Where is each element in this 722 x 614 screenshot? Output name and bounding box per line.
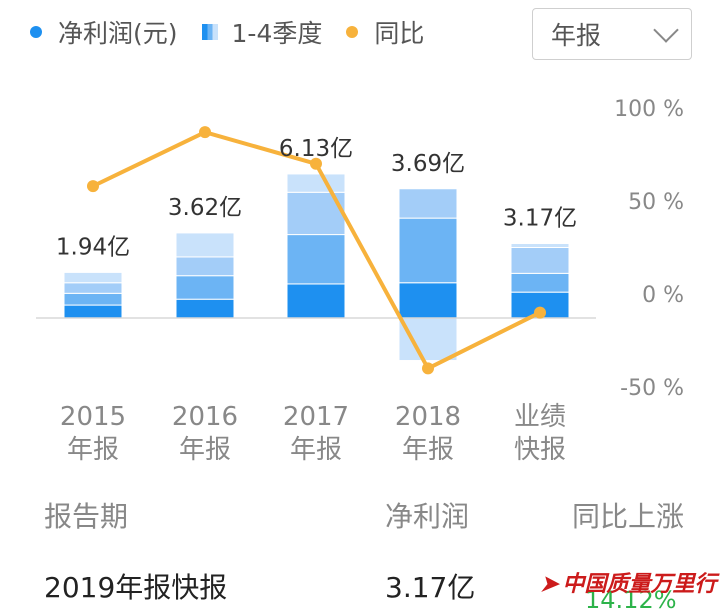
x-tick-label: 快报 bbox=[514, 435, 566, 465]
x-tick-label: 业绩 bbox=[514, 402, 566, 432]
bar-segment-q2[interactable] bbox=[398, 217, 458, 284]
bar-segment-q2[interactable] bbox=[286, 234, 346, 285]
x-tick-label: 2015 bbox=[60, 402, 126, 432]
period-select[interactable]: 年报 bbox=[532, 8, 692, 60]
yoy-point[interactable] bbox=[310, 157, 322, 170]
x-tick-label: 年报 bbox=[402, 435, 454, 465]
right-y-axis: 100 % 50 % 0 % -50 % bbox=[614, 97, 684, 401]
bar-segment-q1[interactable] bbox=[63, 304, 123, 319]
yoy-point[interactable] bbox=[199, 126, 211, 139]
bar-segment-q2[interactable] bbox=[175, 275, 235, 300]
legend-label-quarters: 1-4季度 bbox=[231, 19, 323, 48]
bar-segment-q4[interactable] bbox=[175, 232, 235, 258]
y-tick-label: 50 % bbox=[628, 190, 684, 215]
table-header-yoy: 同比上涨 bbox=[572, 500, 685, 533]
watermark-arrow-icon: ➤ bbox=[540, 571, 559, 597]
bar-segment-q2[interactable] bbox=[63, 292, 123, 306]
bar-segment-q4[interactable] bbox=[63, 271, 123, 284]
table-cell-net-profit: 3.17亿 bbox=[385, 571, 476, 604]
bar-segment-q3[interactable] bbox=[510, 247, 570, 274]
x-tick-label: 2018 bbox=[395, 402, 461, 432]
x-tick-label: 2017 bbox=[283, 402, 349, 432]
yoy-point[interactable] bbox=[422, 362, 434, 375]
x-tick-label: 年报 bbox=[290, 435, 342, 465]
bar-segment-q1[interactable] bbox=[175, 298, 235, 319]
x-tick-label: 年报 bbox=[67, 435, 119, 465]
x-tick-label: 2016 bbox=[172, 402, 238, 432]
legend-item-yoy[interactable]: 同比 bbox=[346, 14, 424, 50]
table-cell-period: 2019年报快报 bbox=[44, 571, 228, 604]
legend-label-net-profit: 净利润(元) bbox=[58, 19, 178, 48]
bar-segment-q4[interactable] bbox=[286, 173, 346, 193]
y-tick-label: -50 % bbox=[620, 376, 684, 401]
quarters-square-icon bbox=[201, 24, 218, 40]
watermark-logo: ➤ 中国质量万里行 bbox=[540, 566, 716, 598]
bar-value-label: 3.69亿 bbox=[391, 151, 465, 177]
chevron-down-icon bbox=[653, 17, 679, 43]
yoy-point[interactable] bbox=[534, 306, 546, 319]
y-tick-label: 0 % bbox=[642, 283, 684, 308]
bar-segment-q4[interactable] bbox=[398, 317, 458, 362]
bar-value-label: 6.13亿 bbox=[279, 136, 353, 162]
period-select-value: 年报 bbox=[551, 21, 602, 50]
bar-value-label: 1.94亿 bbox=[56, 234, 130, 260]
bar-segment-q1[interactable] bbox=[286, 283, 346, 319]
labels-layer: 1.94亿 3.62亿 6.13亿 3.69亿 3.17亿 bbox=[56, 136, 577, 260]
net-profit-dot-icon bbox=[30, 26, 42, 38]
legend-item-net-profit[interactable]: 净利润(元) bbox=[30, 14, 178, 50]
table-header-period: 报告期 bbox=[44, 500, 129, 533]
bar-segment-q1[interactable] bbox=[398, 282, 458, 319]
bar-value-label: 3.17亿 bbox=[503, 206, 577, 232]
legend-label-yoy: 同比 bbox=[374, 19, 425, 48]
legend-item-quarters[interactable]: 1-4季度 bbox=[201, 14, 323, 50]
profit-chart: 1.94亿 3.62亿 6.13亿 3.69亿 3.17亿 100 % 50 % 0 % -5… bbox=[36, 97, 684, 465]
bar-segment-q3[interactable] bbox=[63, 282, 123, 294]
table-cell-yoy: 14.12% bbox=[585, 586, 677, 614]
x-tick-label: 年报 bbox=[179, 435, 231, 465]
yoy-line-layer bbox=[87, 126, 546, 375]
yoy-dot-icon bbox=[346, 26, 359, 38]
bar-segment-q3[interactable] bbox=[398, 188, 458, 219]
watermark-text: 中国质量万里行 bbox=[562, 571, 717, 597]
bar-segment-q2[interactable] bbox=[510, 272, 570, 293]
bar-segment-q3[interactable] bbox=[175, 256, 235, 277]
legend: 净利润(元) 1-4季度 同比 bbox=[30, 14, 448, 50]
bar-segment-q4[interactable] bbox=[510, 243, 570, 249]
bar-value-label: 3.62亿 bbox=[168, 195, 242, 221]
table-header-net-profit: 净利润 bbox=[385, 500, 470, 533]
bars-layer bbox=[63, 173, 570, 362]
y-tick-label: 100 % bbox=[614, 97, 684, 122]
yoy-point[interactable] bbox=[87, 180, 99, 193]
